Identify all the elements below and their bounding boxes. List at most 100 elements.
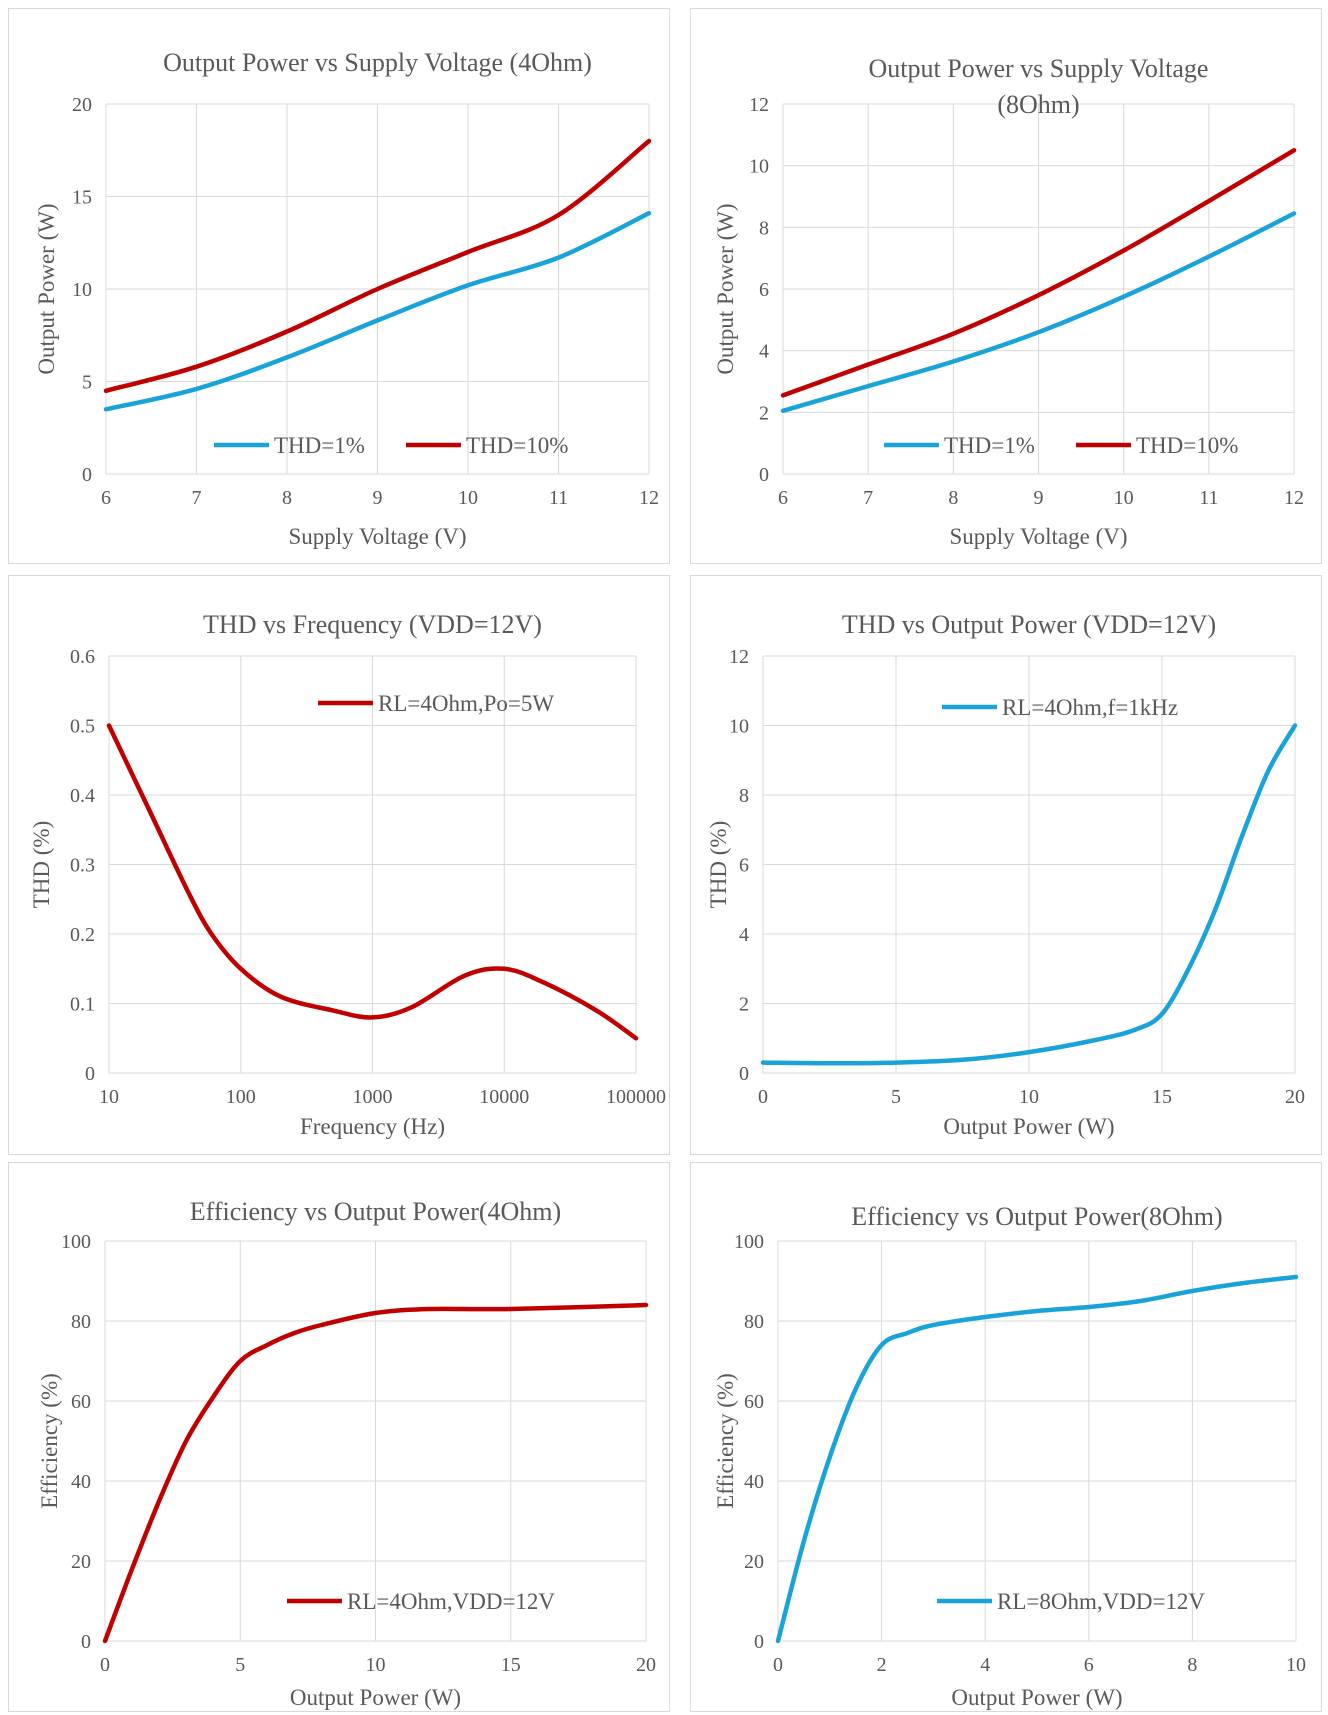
legend-label: RL=4Ohm,Po=5W	[378, 691, 554, 716]
legend-label: THD=1%	[944, 433, 1035, 458]
legend-label: THD=1%	[274, 433, 365, 458]
x-tick-label: 5	[891, 1086, 901, 1108]
y-tick-label: 100	[734, 1231, 764, 1253]
legend-label: RL=4Ohm,VDD=12V	[347, 1589, 555, 1614]
series-line-2	[103, 138, 652, 394]
chart-panel-thd-vs-frequency: 0 0.1 0.2 0.3 0.4 0.5 0.6 10 100 1000 10000 100000 T…	[8, 575, 670, 1155]
chart-title: Efficiency vs Output Power(8Ohm)	[851, 1202, 1222, 1231]
legend-label: RL=8Ohm,VDD=12V	[997, 1589, 1205, 1614]
y-tick-label: 0.3	[70, 855, 95, 877]
y-axis-label: Efficiency (%)	[713, 1373, 738, 1509]
chart-svg: 0 5 10 15 20 6 7 8 9 10 11 12 Output Power vs Supply…	[34, 48, 659, 549]
chart-svg: 0 20 40 60 80 100 0 2 4 6 8 10 Efficiency vs Output …	[713, 1202, 1306, 1710]
x-tick-label: 6	[1084, 1654, 1094, 1676]
chart-title: THD vs Frequency (VDD=12V)	[203, 610, 542, 639]
x-axis-label: Output Power (W)	[290, 1685, 461, 1710]
y-tick-label: 0.1	[70, 994, 95, 1016]
x-axis-label: Output Power (W)	[951, 1685, 1122, 1710]
y-tick-label: 0	[739, 1063, 749, 1085]
chart-panel-output-power-4ohm: 0 5 10 15 20 6 7 8 9 10 11 12 Output Power vs Supply…	[8, 8, 670, 564]
x-tick-label: 0	[773, 1654, 783, 1676]
legend-label: RL=4Ohm,f=1kHz	[1002, 695, 1178, 720]
y-axis-label: THD (%)	[706, 821, 731, 909]
y-tick-label: 40	[71, 1471, 91, 1493]
y-tick-label: 4	[739, 924, 749, 946]
x-tick-label: 10	[1286, 1654, 1306, 1676]
y-tick-label: 100	[61, 1231, 91, 1253]
y-axis-label: Output Power (W)	[713, 203, 738, 374]
y-tick-label: 8	[759, 217, 769, 239]
series-line-1	[775, 1274, 1299, 1644]
chart-svg: 0 2 4 6 8 10 12 6 7 8 9 10 11 12 Output Power vs Suppl…	[713, 54, 1304, 549]
x-tick-label: 9	[1034, 487, 1044, 509]
x-axis-label: Supply Voltage (V)	[288, 524, 466, 549]
y-axis-label: Output Power (W)	[34, 203, 59, 374]
y-tick-label: 10	[72, 279, 92, 301]
x-tick-label: 8	[282, 487, 292, 509]
x-tick-label: 10	[99, 1086, 119, 1108]
legend-label: THD=10%	[1136, 433, 1238, 458]
x-tick-label: 4	[980, 1654, 990, 1676]
chart-svg: 0 20 40 60 80 100 0 5 10 15 20 Efficiency vs Output…	[37, 1197, 656, 1710]
x-axis-label: Supply Voltage (V)	[949, 524, 1127, 549]
x-tick-label: 10	[1019, 1086, 1039, 1108]
chart-title: Output Power vs Supply Voltage	[869, 54, 1209, 83]
x-axis-label: Frequency (Hz)	[300, 1114, 445, 1139]
series-line-1	[102, 1302, 649, 1644]
chart-title: THD vs Output Power (VDD=12V)	[842, 610, 1216, 639]
chart-title: (8Ohm)	[997, 90, 1079, 119]
x-tick-label: 10	[366, 1654, 386, 1676]
y-tick-label: 0.5	[70, 716, 95, 738]
y-tick-label: 20	[72, 94, 92, 116]
x-tick-label: 20	[1285, 1086, 1305, 1108]
x-tick-label: 6	[778, 487, 788, 509]
y-tick-label: 6	[739, 855, 749, 877]
x-tick-label: 8	[948, 487, 958, 509]
y-tick-label: 2	[739, 994, 749, 1016]
y-tick-label: 6	[759, 279, 769, 301]
y-tick-label: 0.4	[70, 785, 95, 807]
x-tick-label: 11	[549, 487, 568, 509]
y-tick-label: 2	[759, 402, 769, 424]
chart-panel-output-power-8ohm: 0 2 4 6 8 10 12 6 7 8 9 10 11 12 Output Power vs Suppl…	[690, 8, 1322, 564]
y-tick-label: 12	[729, 646, 749, 668]
x-axis-label: Output Power (W)	[943, 1114, 1114, 1139]
x-tick-label: 10	[1114, 487, 1134, 509]
x-tick-label: 7	[863, 487, 873, 509]
x-tick-label: 0	[100, 1654, 110, 1676]
x-tick-label: 8	[1187, 1654, 1197, 1676]
x-tick-label: 10	[458, 487, 478, 509]
chart-svg: 0 0.1 0.2 0.3 0.4 0.5 0.6 10 100 1000 10000 100000 T…	[29, 610, 666, 1139]
chart-panel-efficiency-4ohm: 0 20 40 60 80 100 0 5 10 15 20 Efficiency vs Output…	[8, 1162, 670, 1712]
x-tick-label: 7	[192, 487, 202, 509]
chart-title: Output Power vs Supply Voltage (4Ohm)	[163, 48, 592, 77]
y-axis-label: Efficiency (%)	[37, 1373, 62, 1509]
x-tick-label: 12	[639, 487, 659, 509]
legend-label: THD=10%	[466, 433, 568, 458]
y-tick-label: 0	[759, 464, 769, 486]
y-tick-label: 0	[754, 1631, 764, 1653]
chart-title: Efficiency vs Output Power(4Ohm)	[190, 1197, 561, 1226]
y-tick-label: 60	[71, 1391, 91, 1413]
x-tick-label: 15	[501, 1654, 521, 1676]
series-line-1	[760, 723, 1298, 1066]
y-tick-label: 15	[72, 187, 92, 209]
y-tick-label: 20	[744, 1551, 764, 1573]
y-tick-label: 40	[744, 1471, 764, 1493]
y-tick-label: 0	[85, 1063, 95, 1085]
series-line-2	[780, 148, 1297, 398]
chart-svg: 0 2 4 6 8 10 12 0 5 10 15 20 THD vs Output Power (VD…	[706, 610, 1305, 1139]
x-tick-label: 1000	[353, 1086, 393, 1108]
x-tick-label: 15	[1152, 1086, 1172, 1108]
x-tick-label: 6	[101, 487, 111, 509]
y-tick-label: 12	[749, 94, 769, 116]
y-tick-label: 20	[71, 1551, 91, 1573]
y-tick-label: 80	[744, 1311, 764, 1333]
y-tick-label: 0	[81, 1631, 91, 1653]
series-line-1	[106, 723, 639, 1041]
x-tick-label: 20	[636, 1654, 656, 1676]
x-tick-label: 100000	[606, 1086, 666, 1108]
y-tick-label: 0.6	[70, 646, 95, 668]
y-tick-label: 10	[749, 156, 769, 178]
y-tick-label: 0.2	[70, 924, 95, 946]
